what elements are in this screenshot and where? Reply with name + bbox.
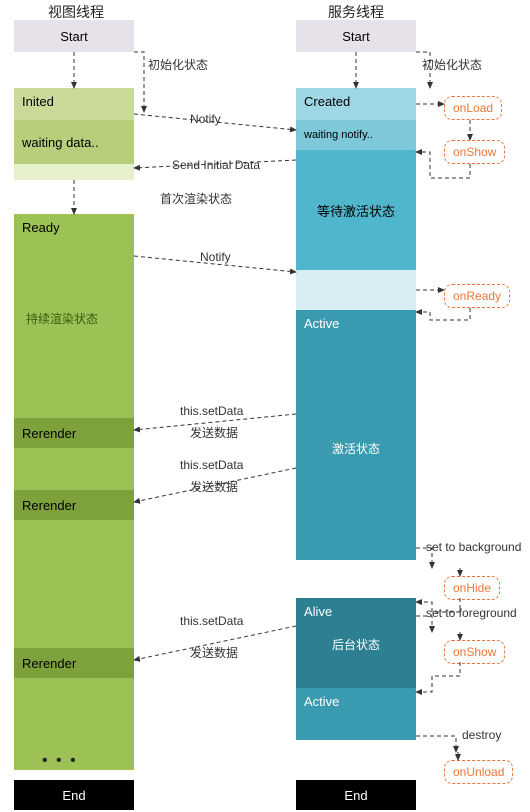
label-setData1: this.setData xyxy=(180,404,243,418)
label-destroy: destroy xyxy=(462,728,501,742)
left-inited: Inited xyxy=(14,88,134,120)
label-sendInit: Send Initial Data xyxy=(172,158,260,172)
hook-onShow1: onShow xyxy=(444,140,505,164)
label-setData2: this.setData xyxy=(180,458,243,472)
ellipsis: • • • xyxy=(42,752,78,770)
label-send2: 发送数据 xyxy=(190,478,238,495)
hook-onReady: onReady xyxy=(444,284,510,308)
left-persist-label: 持续渲染状态 xyxy=(26,310,98,327)
label-notify2: Notify xyxy=(200,250,231,264)
label-setBg: set to background xyxy=(426,540,521,554)
hook-onUnload: onUnload xyxy=(444,760,513,784)
left-waiting-data: waiting data.. xyxy=(14,120,134,164)
right-activate-label: 激活状态 xyxy=(332,440,380,457)
right-created: Created xyxy=(296,88,416,120)
label-setData3: this.setData xyxy=(180,614,243,628)
left-gap1 xyxy=(14,164,134,180)
right-alive-label: 后台状态 xyxy=(332,636,380,653)
right-wait-activate: 等待激活状态 xyxy=(296,150,416,270)
left-rerender-1: Rerender xyxy=(14,418,134,448)
label-send1: 发送数据 xyxy=(190,424,238,441)
left-rerender-2: Rerender xyxy=(14,490,134,520)
right-waiting-notify: waiting notify.. xyxy=(296,120,416,150)
hook-onShow2: onShow xyxy=(444,640,505,664)
label-initL: 初始化状态 xyxy=(148,56,208,73)
left-start: Start xyxy=(14,20,134,52)
right-active-1: Active xyxy=(296,310,416,560)
right-active-2: Active xyxy=(296,688,416,740)
left-end: End xyxy=(14,780,134,810)
header-right: 服务线程 xyxy=(328,2,384,22)
left-rerender-3: Rerender xyxy=(14,648,134,678)
label-setFg: set to foreground xyxy=(426,606,517,620)
right-end: End xyxy=(296,780,416,810)
label-send3: 发送数据 xyxy=(190,644,238,661)
label-notify1: Notify xyxy=(190,112,221,126)
hook-onLoad: onLoad xyxy=(444,96,502,120)
label-firstRen: 首次渲染状态 xyxy=(160,190,232,207)
header-left: 视图线程 xyxy=(48,2,104,22)
hook-onHide: onHide xyxy=(444,576,500,600)
label-initR: 初始化状态 xyxy=(422,56,482,73)
right-start: Start xyxy=(296,20,416,52)
right-gap xyxy=(296,270,416,310)
